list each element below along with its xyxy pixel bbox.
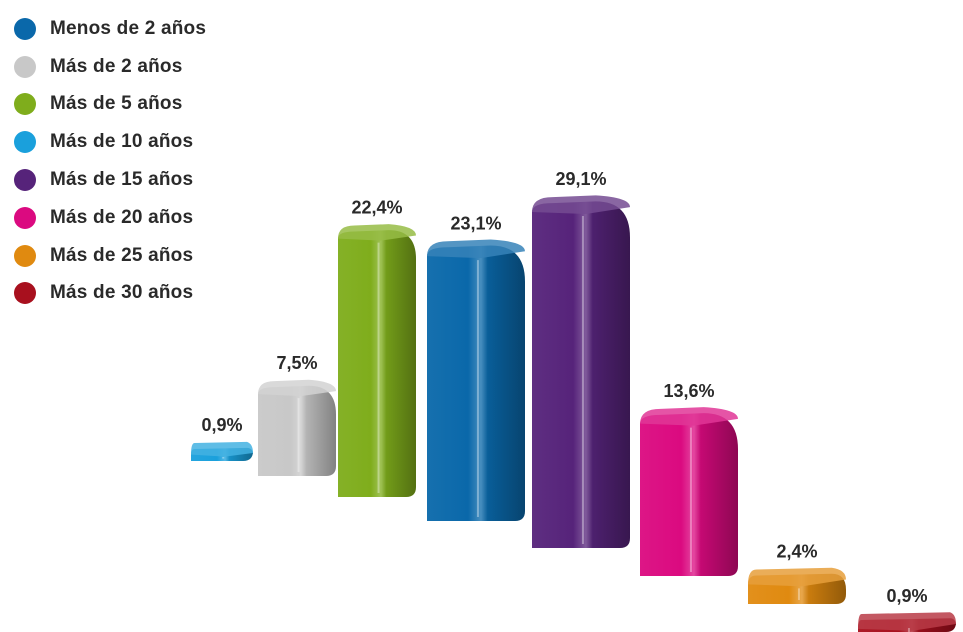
legend-item: Más de 5 años — [14, 86, 206, 124]
bar-body — [258, 385, 336, 476]
bar-top — [858, 612, 956, 631]
bar-body — [427, 245, 525, 521]
data-label: 7,5% — [276, 353, 317, 373]
bar — [532, 195, 630, 548]
legend-swatch — [14, 131, 36, 154]
legend-swatch — [14, 93, 36, 116]
legend-label: Más de 10 años — [50, 131, 194, 153]
legend-swatch — [14, 206, 36, 229]
legend-label: Más de 25 años — [50, 244, 194, 266]
data-label: 13,6% — [663, 381, 714, 401]
bar-top — [338, 224, 416, 241]
legend-swatch — [14, 17, 36, 40]
data-label: 29,1% — [555, 169, 606, 189]
legend-item: Más de 15 años — [14, 161, 206, 199]
legend-label: Menos de 2 años — [50, 17, 207, 39]
legend-swatch — [14, 244, 36, 267]
bar — [858, 612, 956, 632]
legend-label: Más de 30 años — [50, 282, 194, 304]
legend-swatch — [14, 169, 36, 192]
legend-swatch — [14, 282, 36, 305]
bar-top — [748, 567, 846, 587]
data-label: 22,4% — [351, 198, 402, 218]
legend-label: Más de 5 años — [50, 93, 183, 115]
bar — [748, 567, 846, 604]
legend-item: Más de 25 años — [14, 237, 206, 275]
data-label: 2,4% — [776, 542, 817, 562]
legend-item: Menos de 2 años — [14, 10, 206, 48]
legend-label: Más de 20 años — [50, 206, 194, 228]
legend-swatch — [14, 55, 36, 78]
legend-item: Más de 10 años — [14, 123, 206, 161]
bar-top — [258, 379, 336, 397]
bar-body — [338, 230, 416, 497]
bar — [258, 379, 336, 476]
data-label: 0,9% — [201, 415, 242, 435]
legend: Menos de 2 años Más de 2 años Más de 5 año… — [14, 10, 206, 312]
data-label: 0,9% — [886, 586, 927, 606]
bar — [191, 441, 253, 461]
legend-item: Más de 30 años — [14, 275, 206, 313]
bar — [427, 239, 525, 521]
data-label: 23,1% — [450, 213, 501, 233]
bar-top — [427, 239, 525, 259]
bar — [640, 407, 738, 576]
legend-label: Más de 2 años — [50, 55, 183, 77]
bar-top — [191, 441, 253, 457]
legend-item: Más de 2 años — [14, 48, 206, 86]
bar-top — [532, 195, 630, 214]
bar-top — [640, 407, 738, 426]
bar — [338, 224, 416, 497]
bar-body — [640, 413, 738, 576]
legend-label: Más de 15 años — [50, 169, 194, 191]
legend-item: Más de 20 años — [14, 199, 206, 237]
bar-body — [532, 201, 630, 548]
